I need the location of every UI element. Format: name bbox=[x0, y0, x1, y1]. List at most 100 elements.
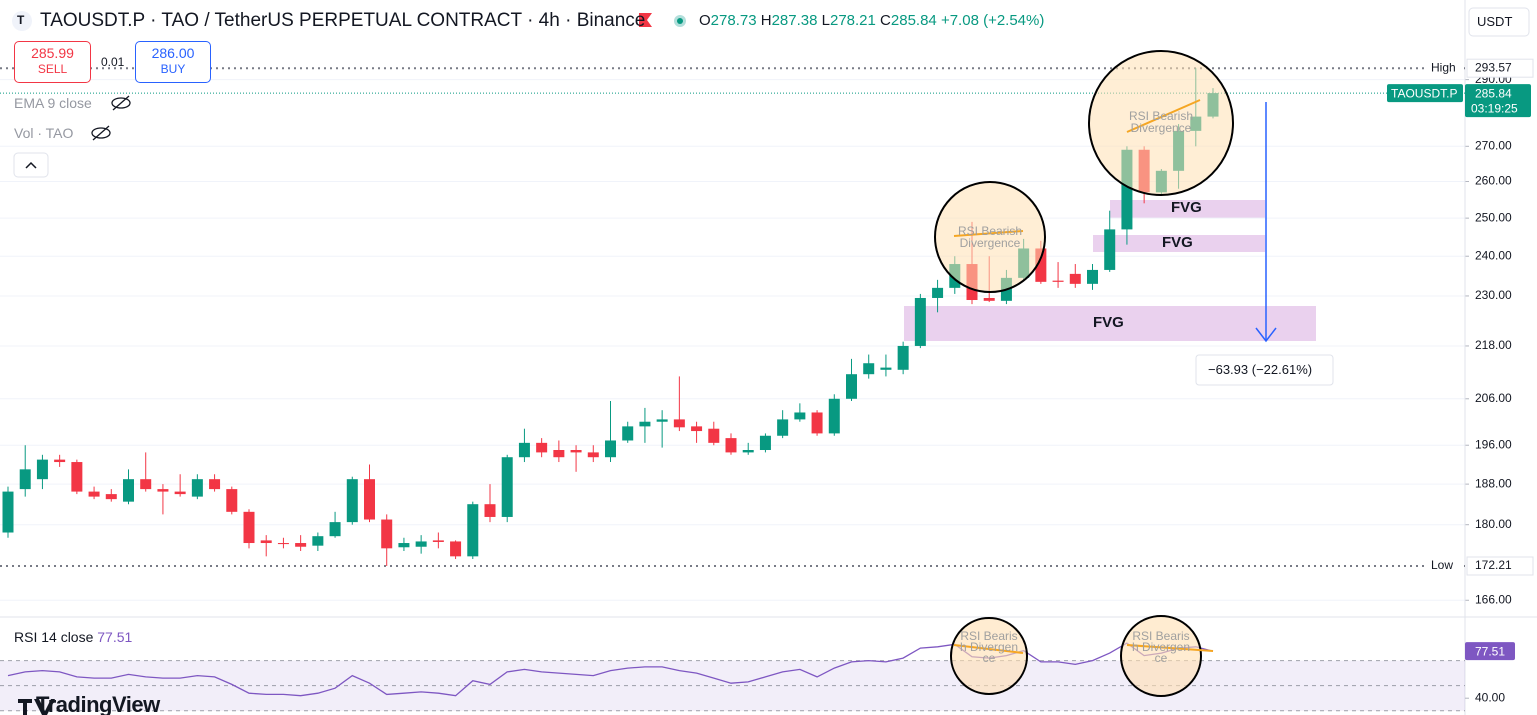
candle-body bbox=[966, 264, 978, 301]
candle-body bbox=[708, 428, 720, 443]
candle-body bbox=[191, 479, 203, 497]
y-tick-label: 270.00 bbox=[1475, 138, 1512, 152]
candle-body bbox=[622, 426, 634, 441]
close-value: 285.84 bbox=[890, 12, 937, 29]
candle-body bbox=[794, 412, 806, 420]
rsi-tick-label: 40.00 bbox=[1475, 690, 1505, 704]
high-value: 287.38 bbox=[771, 12, 818, 29]
level-value-bg bbox=[1466, 58, 1534, 78]
candle-body bbox=[88, 491, 100, 497]
symbol-tag-bg bbox=[1387, 84, 1463, 103]
y-tick-label: 206.00 bbox=[1475, 391, 1512, 405]
rsi-last-bg bbox=[1465, 642, 1515, 661]
candle-body bbox=[19, 469, 31, 490]
candle-body bbox=[209, 479, 221, 490]
candle-body bbox=[605, 440, 616, 458]
candle-body bbox=[1087, 269, 1098, 284]
candle-body bbox=[725, 438, 737, 453]
rsi-legend: RSI 14 close 77.51 bbox=[14, 629, 132, 645]
spread: 0.01 bbox=[101, 55, 125, 69]
level-value-bg bbox=[1466, 556, 1534, 576]
sell-button[interactable]: 285.99 SELL bbox=[14, 41, 91, 83]
candle-body bbox=[1138, 149, 1150, 193]
candle-body bbox=[897, 345, 909, 370]
candle-body bbox=[501, 457, 513, 517]
candle-body bbox=[260, 540, 272, 544]
candle-body bbox=[277, 543, 289, 545]
candle-body bbox=[467, 504, 479, 557]
indicator-vol: Vol · TAO bbox=[14, 125, 74, 141]
candle-body bbox=[1018, 248, 1030, 278]
candle-body bbox=[673, 419, 685, 428]
candle-body bbox=[398, 543, 410, 548]
candle-body bbox=[484, 504, 496, 517]
candle-body bbox=[450, 541, 462, 557]
y-tick-label: 180.00 bbox=[1475, 517, 1512, 531]
candle-body bbox=[777, 419, 789, 436]
last-price: 285.84 bbox=[1475, 86, 1512, 100]
candle-body bbox=[828, 398, 840, 434]
candle-body bbox=[656, 419, 668, 422]
candle-body bbox=[36, 459, 48, 480]
fvg-label: FVG bbox=[1162, 234, 1193, 251]
candle-body bbox=[570, 450, 582, 453]
symbol-title: TAOUSDT.P · TAO / TetherUS PERPETUAL CON… bbox=[40, 10, 646, 31]
fvg-zone bbox=[1110, 200, 1265, 218]
y-tick-label: 240.00 bbox=[1475, 248, 1512, 262]
candle-body bbox=[742, 450, 754, 453]
candle-body bbox=[1121, 149, 1133, 230]
candle-body bbox=[639, 421, 651, 427]
rsi-band bbox=[0, 660, 1465, 711]
candle-body bbox=[691, 426, 703, 432]
rsi-title: RSI 14 close bbox=[14, 629, 94, 645]
buy-label: BUY bbox=[160, 62, 186, 76]
candle-body bbox=[932, 287, 944, 298]
level-value: 293.57 bbox=[1475, 60, 1512, 74]
buy-button[interactable]: 286.00 BUY bbox=[135, 41, 211, 83]
candle-body bbox=[846, 374, 857, 399]
low-value: 278.21 bbox=[829, 12, 876, 29]
last-price-bg bbox=[1465, 84, 1531, 118]
level-value: 172.21 bbox=[1475, 558, 1512, 572]
divergence-label: RSI Bearish Divergence bbox=[1128, 109, 1194, 135]
currency[interactable]: USDT bbox=[1477, 14, 1513, 29]
candle-body bbox=[364, 479, 375, 520]
candle-body bbox=[1104, 229, 1116, 270]
c-label: C bbox=[880, 12, 891, 29]
o-label: O bbox=[699, 12, 711, 29]
candle-body bbox=[174, 491, 186, 495]
candle-body bbox=[157, 489, 169, 492]
candle-body bbox=[587, 452, 599, 458]
candle-body bbox=[1000, 277, 1012, 301]
candle-body bbox=[1052, 280, 1064, 282]
sell-price: 285.99 bbox=[31, 45, 74, 61]
candle-body bbox=[536, 442, 548, 453]
level-tag: High bbox=[1431, 60, 1456, 74]
candle-body bbox=[2, 491, 14, 533]
divergence-label: RSI Bearish Divergence bbox=[1131, 629, 1191, 665]
symbol-tag: TAOUSDT.P bbox=[1391, 86, 1457, 100]
ohlc-legend: O278.73 H287.38 L278.21 C285.84 +7.08 (+… bbox=[699, 12, 1044, 29]
candle-body bbox=[54, 459, 66, 463]
candle-body bbox=[1207, 93, 1219, 117]
rsi-last-label: 77.51 bbox=[1475, 644, 1505, 658]
y-tick-label: 250.00 bbox=[1475, 210, 1512, 224]
candle-body bbox=[312, 536, 324, 546]
candle-body bbox=[123, 479, 134, 502]
candle-body bbox=[105, 494, 117, 500]
candle-body bbox=[346, 479, 358, 523]
buy-price: 286.00 bbox=[151, 45, 195, 61]
countdown: 03:19:25 bbox=[1471, 101, 1518, 115]
fvg-zone bbox=[1093, 235, 1265, 252]
candle-body bbox=[329, 522, 341, 537]
logo-text: TradingView bbox=[36, 692, 160, 715]
sell-label: SELL bbox=[37, 62, 68, 76]
fvg-label: FVG bbox=[1171, 199, 1202, 216]
y-tick-label: 230.00 bbox=[1475, 288, 1512, 302]
candle-body bbox=[1173, 130, 1185, 171]
candle-body bbox=[381, 519, 393, 549]
fvg-zone bbox=[904, 306, 1316, 341]
measure-label: −63.93 (−22.61%) bbox=[1208, 362, 1313, 377]
change-value: +7.08 (+2.54%) bbox=[940, 12, 1045, 29]
candle-body bbox=[1035, 248, 1047, 282]
